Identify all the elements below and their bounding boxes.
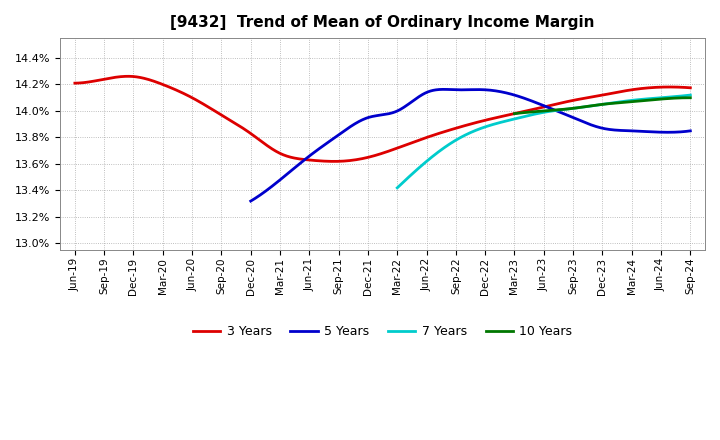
10 Years [686,95,695,100]
5 Years [485,88,494,93]
10 Years [615,100,624,106]
Legend: 3 Years, 5 Years, 7 Years, 10 Years: 3 Years, 5 Years, 7 Years, 10 Years [188,320,577,343]
7 Years [567,106,576,111]
5 Years [456,87,464,92]
3 Years [124,73,132,79]
Title: [9432]  Trend of Mean of Ordinary Income Margin: [9432] Trend of Mean of Ordinary Income … [171,15,595,30]
10 Years [510,111,519,116]
3 Years [577,96,586,101]
3 Years [369,153,378,158]
3 Years [330,159,338,164]
3 Years [674,84,683,90]
5 Years [246,198,255,204]
10 Years [685,95,693,100]
7 Years [633,97,642,103]
3 Years [71,81,79,86]
3 Years [365,154,374,160]
7 Years [532,111,541,117]
7 Years [686,92,695,98]
3 Years [439,129,448,135]
7 Years [552,108,560,113]
3 Years [406,141,415,146]
5 Years [439,87,448,92]
5 Years [459,87,467,92]
5 Years [608,127,616,132]
Line: 3 Years: 3 Years [75,76,690,161]
5 Years [686,128,695,133]
10 Years [594,102,603,107]
5 Years [676,129,685,135]
Line: 7 Years: 7 Years [397,95,690,188]
10 Years [654,97,663,102]
3 Years [686,85,695,91]
Line: 10 Years: 10 Years [515,98,690,114]
7 Years [679,93,688,99]
7 Years [534,111,543,116]
7 Years [393,185,402,191]
Line: 5 Years: 5 Years [251,89,690,201]
10 Years [595,102,603,107]
10 Years [606,101,614,106]
10 Years [682,95,690,100]
5 Years [509,92,518,97]
